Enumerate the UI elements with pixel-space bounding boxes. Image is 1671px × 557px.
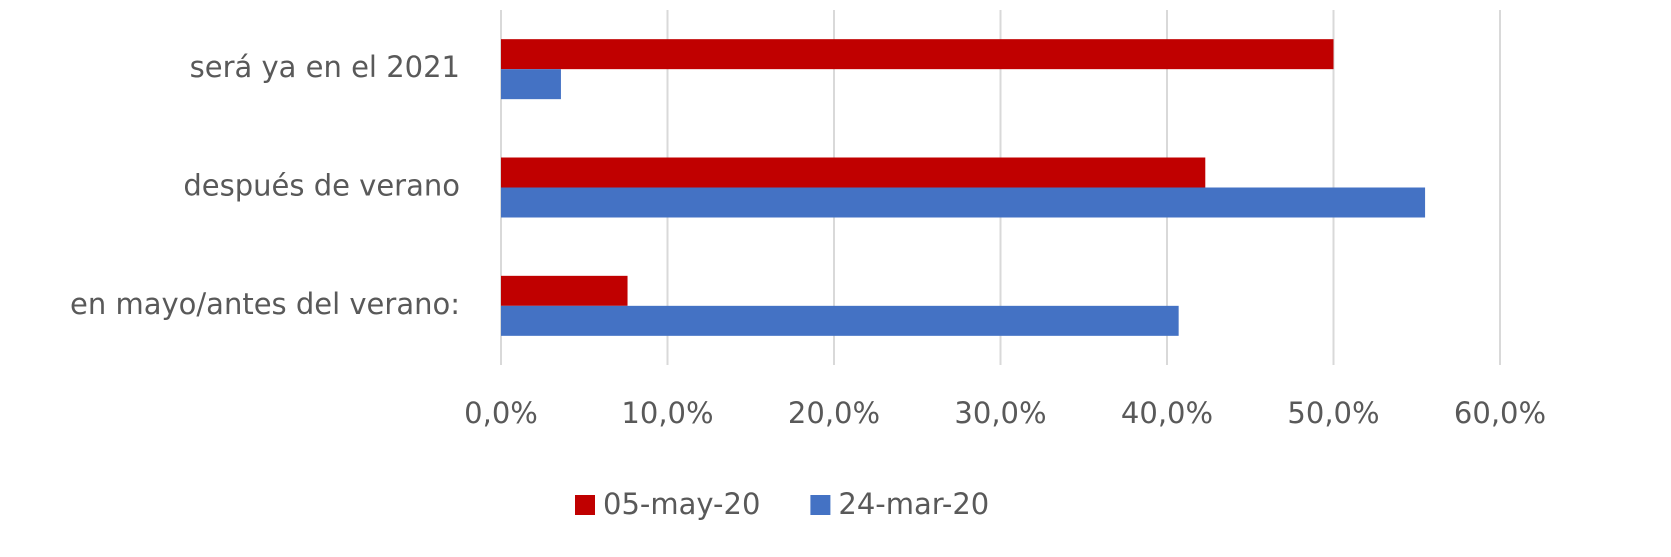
legend-label: 24-mar-20 [838, 487, 989, 521]
bar [501, 69, 561, 100]
x-tick-label: 50,0% [1287, 396, 1379, 430]
x-tick-label: 40,0% [1121, 396, 1213, 430]
y-tick-label: después de verano [183, 169, 460, 203]
bar [501, 275, 628, 306]
legend-swatch [575, 495, 595, 515]
y-tick-label: en mayo/antes del verano: [70, 287, 460, 321]
x-tick-label: 30,0% [954, 396, 1046, 430]
x-tick-label: 0,0% [464, 396, 538, 430]
bar [501, 187, 1426, 218]
x-tick-label: 60,0% [1454, 396, 1546, 430]
x-tick-label: 20,0% [788, 396, 880, 430]
x-tick-label: 10,0% [621, 396, 713, 430]
bar [501, 39, 1334, 70]
legend-swatch [810, 495, 831, 515]
bar [501, 305, 1179, 336]
bar [501, 157, 1206, 188]
legend-label: 05-may-20 [603, 487, 760, 521]
y-tick-label: será ya en el 2021 [190, 50, 460, 84]
